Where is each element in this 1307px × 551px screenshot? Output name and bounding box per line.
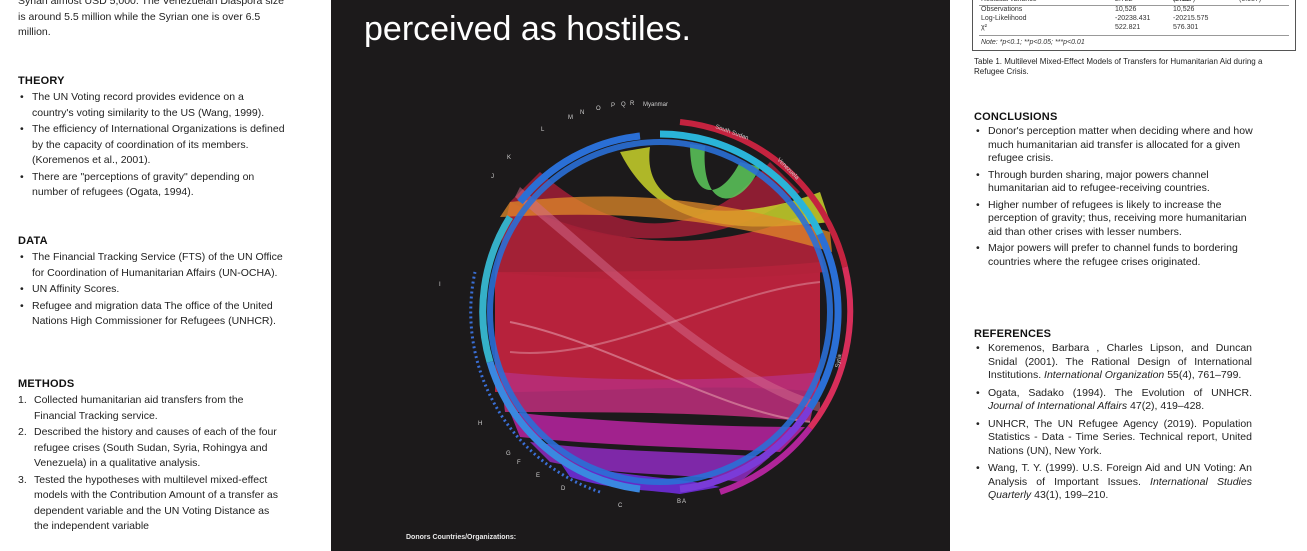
donor-letter: F bbox=[517, 460, 521, 466]
intro-paragraph: Syrian almost USD 5,000. The Venezuelan … bbox=[18, 0, 284, 38]
list-item: 1. Collected humanitarian aid transfers f… bbox=[18, 394, 244, 422]
chord-ribbon bbox=[509, 321, 811, 423]
theory-list: • The UN Voting record provides evidence … bbox=[18, 90, 288, 202]
donor-letter: C bbox=[618, 503, 623, 509]
chord-ribbon bbox=[500, 372, 820, 422]
donor-letter: J bbox=[491, 174, 494, 180]
table-note: Note: *p<0.1; **p<0.05; ***p<0.01 bbox=[981, 39, 1085, 46]
outer-ring-segment bbox=[719, 426, 813, 495]
outer-ring-segment bbox=[679, 119, 848, 268]
list-item: • Refugee and migration data The office o… bbox=[20, 299, 276, 328]
results-table: Residual variance 2.722 (0.087) 2.722 (0… bbox=[972, 0, 1296, 51]
donors-label: Donors Countries/Organizations: bbox=[406, 534, 517, 541]
conclusions-list: • Donor's perception matter when deciding… bbox=[974, 125, 1254, 270]
inner-ring bbox=[487, 139, 833, 485]
table-divider bbox=[979, 5, 1289, 6]
list-item: • The efficiency of International Organiz… bbox=[20, 123, 285, 166]
donor-letter: L bbox=[541, 127, 545, 133]
list-item: • The UN Voting record provides evidence … bbox=[20, 91, 265, 119]
data-list: • The Financial Tracking Service (FTS) of… bbox=[18, 250, 288, 331]
references-heading: REFERENCES bbox=[974, 328, 1052, 340]
methods-heading: METHODS bbox=[18, 378, 75, 390]
list-item: • The Financial Tracking Service (FTS) of… bbox=[20, 251, 283, 279]
donor-letter: H bbox=[478, 421, 482, 427]
outer-ring-segment bbox=[807, 266, 854, 430]
chord-ribbon bbox=[495, 202, 825, 280]
data-heading: DATA bbox=[18, 235, 48, 247]
donor-letter: I bbox=[439, 282, 441, 288]
donor-letter: R bbox=[630, 101, 635, 107]
methods-list: 1. Collected humanitarian aid transfers f… bbox=[18, 393, 286, 536]
donor-letter: Q bbox=[621, 102, 626, 108]
ring-segment bbox=[679, 406, 813, 493]
list-item: • Major powers will prefer to channel fun… bbox=[976, 242, 1238, 268]
chord-diagram: Myanmar South Sudan Venezuela Syria A B … bbox=[439, 101, 854, 509]
recipient-label-syria: Syria bbox=[835, 353, 843, 368]
right-column: Residual variance 2.722 (0.087) 2.722 (0… bbox=[960, 0, 1307, 551]
list-item: 2. Described the history and causes of ea… bbox=[18, 426, 277, 469]
donor-letter: P bbox=[611, 103, 615, 109]
panel-title: perceived as hostiles. bbox=[364, 10, 691, 48]
chord-ribbon bbox=[509, 281, 821, 354]
ring-segment bbox=[479, 215, 513, 363]
donor-letter: B bbox=[677, 499, 681, 505]
donor-letter-group: A B C D E F G H I J K L M N O P Q R bbox=[439, 101, 686, 509]
chord-ribbon bbox=[510, 412, 805, 452]
reference-item: • Wang, T. Y. (1999). U.S. Foreign Aid an… bbox=[976, 462, 1252, 501]
chord-ribbon bbox=[515, 187, 820, 412]
list-item: • UN Affinity Scores. bbox=[20, 283, 120, 295]
theory-heading: THEORY bbox=[18, 75, 65, 87]
ring-segment bbox=[517, 132, 641, 205]
donor-letter: D bbox=[561, 486, 566, 492]
reference-item: • Ogata, Sadako (1994). The Evolution of … bbox=[976, 386, 1252, 413]
left-column: Syrian almost USD 5,000. The Venezuelan … bbox=[0, 0, 300, 551]
ring-segment bbox=[807, 232, 842, 410]
list-item: 3. Tested the hypotheses with multilevel … bbox=[18, 473, 278, 533]
donor-letter: K bbox=[507, 155, 511, 161]
ring-segment bbox=[486, 361, 641, 493]
conclusions-heading: CONCLUSIONS bbox=[974, 111, 1058, 123]
list-item: • There are "perceptions of gravity" depe… bbox=[20, 170, 255, 199]
chord-ribbon bbox=[690, 144, 760, 199]
list-item: • Higher number of refugees is likely to … bbox=[976, 198, 1247, 238]
list-item: • Through burden sharing, major powers ch… bbox=[976, 168, 1210, 195]
donor-letter: N bbox=[580, 110, 584, 116]
reference-item: • Koremenos, Barbara , Charles Lipson, an… bbox=[976, 342, 1252, 381]
donor-letter: G bbox=[506, 451, 511, 457]
donor-letter: E bbox=[536, 473, 540, 479]
table-divider bbox=[979, 35, 1289, 36]
ring-segment bbox=[659, 130, 824, 236]
recipient-label-myanmar: Myanmar bbox=[643, 102, 668, 108]
donor-letter: A bbox=[682, 499, 686, 505]
list-item: • Donor's perception matter when deciding… bbox=[976, 125, 1253, 164]
chord-panel: perceived as hostiles. bbox=[331, 0, 950, 551]
chord-ribbon bbox=[500, 196, 832, 252]
reference-item: • UNHCR, The UN Refugee Agency (2019). Po… bbox=[976, 417, 1252, 457]
table-caption: Table 1. Multilevel Mixed-Effect Models … bbox=[974, 57, 1263, 76]
references-list: • Koremenos, Barbara , Charles Lipson, an… bbox=[974, 342, 1252, 504]
donor-letter: O bbox=[596, 106, 601, 112]
donor-letter: M bbox=[568, 115, 573, 121]
